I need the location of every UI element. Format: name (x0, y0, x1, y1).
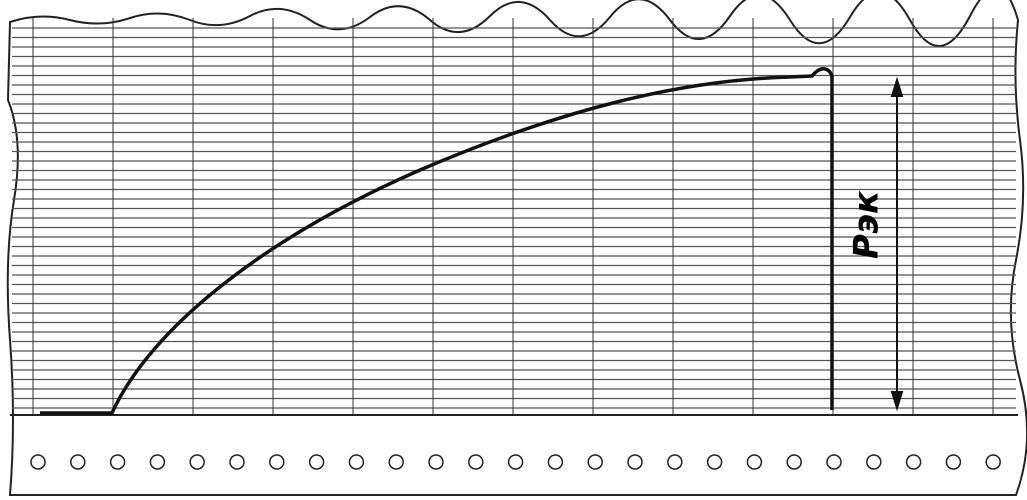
hole (945, 454, 962, 470)
grid (12, 18, 1016, 415)
record-curve (40, 67, 834, 415)
hole (468, 454, 484, 470)
hole (507, 454, 524, 470)
hole (189, 454, 205, 470)
paper-outline (6, 0, 1027, 496)
hole (30, 454, 46, 470)
sprocket-holes (30, 454, 1001, 470)
hole (746, 454, 763, 470)
hole (547, 454, 564, 470)
hole (985, 454, 1001, 470)
hole (786, 454, 802, 470)
dimension-arrow (890, 76, 904, 412)
hole (70, 454, 86, 470)
hole (667, 454, 683, 470)
hole (149, 454, 166, 470)
hole (388, 454, 404, 470)
hole (826, 454, 842, 470)
hole (269, 454, 285, 470)
hole (587, 454, 603, 470)
hole (706, 454, 723, 470)
hole (109, 454, 126, 470)
pressure-label: Рэк (847, 190, 887, 259)
hole (627, 454, 643, 470)
hole (348, 454, 365, 470)
hole (866, 454, 882, 470)
hole (229, 454, 245, 470)
hole (308, 454, 325, 470)
hole (428, 454, 444, 470)
hole (905, 454, 922, 470)
